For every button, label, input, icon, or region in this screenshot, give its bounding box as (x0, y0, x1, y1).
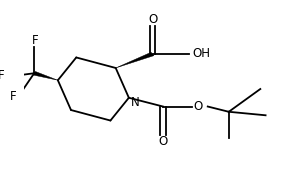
Text: O: O (148, 13, 157, 26)
Polygon shape (33, 72, 58, 80)
Text: O: O (193, 100, 202, 113)
Text: OH: OH (192, 48, 210, 61)
Text: F: F (10, 90, 16, 103)
Text: F: F (32, 34, 39, 47)
Text: N: N (131, 96, 140, 109)
Polygon shape (116, 52, 154, 68)
Text: F: F (0, 69, 5, 82)
Text: O: O (158, 135, 168, 148)
